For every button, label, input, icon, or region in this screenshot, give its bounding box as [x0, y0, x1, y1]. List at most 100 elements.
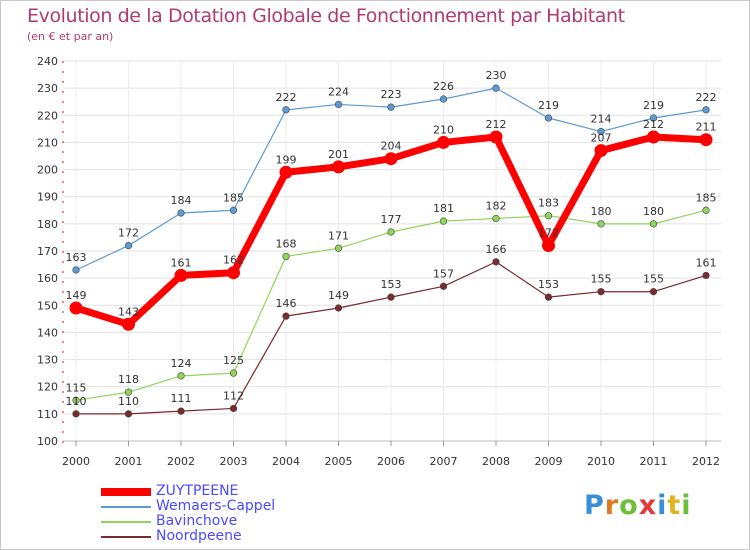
data-label: 161	[171, 256, 192, 269]
data-point	[544, 212, 553, 220]
data-label: 181	[433, 202, 454, 215]
data-point	[437, 135, 450, 149]
y-tick-label: 220	[37, 109, 58, 122]
data-point	[594, 144, 608, 158]
y-tick-label: 100	[37, 435, 58, 448]
data-point	[649, 114, 658, 122]
data-point	[229, 404, 238, 413]
data-point	[649, 288, 658, 296]
data-label: 115	[66, 381, 87, 394]
data-label: 223	[381, 88, 402, 101]
data-point	[649, 220, 658, 228]
data-label: 211	[696, 121, 717, 134]
data-point	[72, 410, 80, 418]
data-label: 162	[223, 254, 244, 267]
y-tick-label: 140	[37, 326, 58, 339]
data-point	[387, 293, 395, 301]
data-label: 182	[486, 199, 507, 212]
data-label: 143	[118, 305, 139, 318]
data-point	[387, 103, 395, 111]
data-label: 183	[538, 197, 559, 210]
data-label: 230	[486, 69, 507, 82]
data-point	[702, 106, 710, 114]
y-tick-label: 120	[37, 381, 58, 394]
y-tick-label: 190	[37, 191, 58, 204]
data-label: 124	[171, 357, 192, 370]
data-label: 155	[643, 273, 664, 286]
data-point	[72, 266, 80, 274]
y-tick-label: 240	[37, 55, 58, 68]
data-point	[177, 209, 185, 217]
x-tick-label: 2002	[167, 455, 195, 468]
legend-swatch	[101, 488, 151, 496]
data-label: 212	[486, 118, 507, 131]
legend-label: Bavinchove	[156, 513, 238, 529]
data-point	[174, 268, 188, 282]
data-point	[279, 165, 293, 179]
data-label: 157	[433, 267, 454, 280]
data-point	[492, 214, 500, 223]
logo-letter: o	[619, 490, 639, 521]
data-label: 112	[223, 389, 244, 402]
data-point	[492, 84, 500, 92]
data-label: 222	[696, 91, 717, 104]
data-point	[229, 206, 238, 214]
data-point	[282, 106, 290, 114]
data-point	[702, 271, 710, 280]
data-label: 153	[538, 278, 559, 291]
x-tick-label: 2004	[272, 455, 300, 468]
data-label: 110	[66, 395, 87, 408]
data-label: 149	[66, 289, 87, 302]
y-tick-label: 200	[37, 164, 58, 177]
data-label: 199	[276, 153, 297, 166]
data-point	[387, 228, 395, 236]
data-label: 224	[328, 85, 349, 98]
data-point	[69, 301, 83, 315]
data-point	[544, 293, 553, 301]
data-point	[72, 396, 80, 404]
logo-letter: x	[638, 490, 658, 521]
data-point	[597, 220, 605, 228]
data-point	[332, 160, 345, 174]
y-tick-label: 150	[37, 299, 58, 312]
data-label: 168	[276, 237, 297, 250]
data-point	[492, 258, 500, 266]
data-point	[702, 206, 710, 214]
x-tick-label: 2007	[430, 455, 458, 468]
logo-letter: i	[681, 490, 692, 521]
data-point	[229, 369, 238, 377]
legend-label: Wemaers-Cappel	[156, 498, 276, 514]
data-label: 161	[696, 256, 717, 269]
logo-letter: i	[657, 490, 668, 521]
legend-swatch	[101, 521, 151, 523]
data-point	[544, 114, 553, 122]
data-label: 177	[381, 213, 402, 226]
data-point	[647, 130, 660, 144]
legend-label: ZUYTPEENE	[156, 483, 239, 499]
data-label: 214	[591, 113, 612, 126]
data-label: 222	[276, 91, 297, 104]
data-label: 219	[538, 99, 559, 112]
data-point	[439, 95, 448, 103]
x-tick-label: 2005	[325, 455, 353, 468]
data-label: 172	[538, 227, 559, 240]
data-point	[124, 388, 133, 396]
chart-title: Evolution de la Dotation Globale de Fonc…	[27, 5, 625, 27]
data-point	[597, 288, 605, 296]
y-tick-label: 170	[37, 245, 58, 258]
data-point	[542, 239, 555, 253]
data-point	[282, 312, 290, 320]
data-point	[124, 410, 133, 418]
data-point	[699, 133, 713, 147]
data-label: 118	[118, 373, 139, 386]
data-label: 185	[696, 191, 717, 204]
y-tick-label: 130	[37, 354, 58, 367]
data-point	[124, 241, 133, 250]
chart-subtitle: (en € et par an)	[27, 30, 114, 43]
data-label: 180	[643, 205, 664, 218]
legend-label: Noordpeene	[156, 528, 242, 544]
data-point	[597, 127, 605, 136]
x-tick-label: 2010	[587, 455, 615, 468]
